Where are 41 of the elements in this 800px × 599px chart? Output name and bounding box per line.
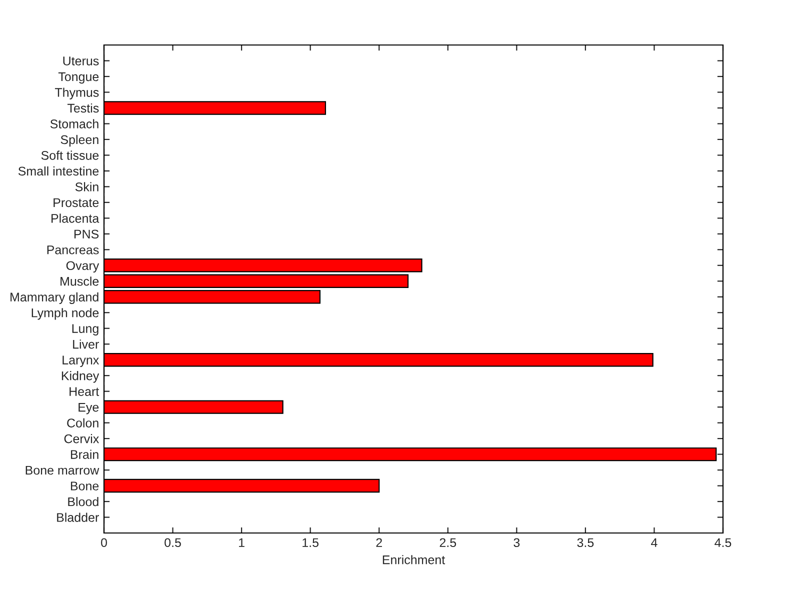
y-tick-label: Prostate xyxy=(54,198,99,208)
y-tick-label: Thymus xyxy=(54,88,99,100)
y-tick-label: Bladder xyxy=(57,512,99,522)
y-tick-label: Bone marrow xyxy=(26,466,100,475)
x-tick-label: 0 xyxy=(101,538,107,548)
y-tick-label: Spleen xyxy=(60,134,98,147)
y-tick-label: Small intestine xyxy=(18,166,99,176)
x-axis-title: Enrichment xyxy=(382,555,446,564)
y-tick-label: Larynx xyxy=(62,356,100,367)
y-tick-label: Pancreas xyxy=(47,246,99,254)
y-tick-label: Mammary gland xyxy=(10,292,98,304)
y-tick-label: Skin xyxy=(75,182,98,192)
x-tick-label: 1.5 xyxy=(302,538,318,548)
y-tick-label: Cervix xyxy=(64,434,100,444)
x-tick-label: 3 xyxy=(514,538,520,548)
x-tick-label: 3.5 xyxy=(577,538,594,548)
y-tick-label: Lymph node xyxy=(32,308,99,320)
x-tick-label: 2.5 xyxy=(440,538,456,548)
y-tick-label: Placenta xyxy=(52,214,100,223)
y-tick-label: PNS xyxy=(74,230,99,239)
y-tick-label: Kidney xyxy=(62,371,100,383)
y-tick-label: Colon xyxy=(67,418,98,428)
y-tick-label: Blood xyxy=(68,496,98,506)
y-tick-label: Eye xyxy=(78,402,99,414)
y-tick-label: Heart xyxy=(70,387,100,396)
y-tick-label: Brain xyxy=(70,450,98,459)
x-tick-label: 2 xyxy=(376,538,382,547)
y-tick-label: Lung xyxy=(72,324,98,336)
x-tick-label: 4.5 xyxy=(714,538,732,548)
x-tick-label: 4 xyxy=(651,538,658,547)
y-tick-label: Soft tissue xyxy=(41,150,99,160)
y-tick-label: Uterus xyxy=(63,56,99,66)
y-tick-label: Stomach xyxy=(50,119,98,128)
x-tick-label: 1 xyxy=(239,538,244,547)
y-tick-label: Tongue xyxy=(58,72,99,84)
x-tick-label: 0.5 xyxy=(164,538,181,548)
y-tick-label: Bone xyxy=(70,482,99,490)
y-tick-label: Ovary xyxy=(66,261,100,273)
y-tick-label: Liver xyxy=(73,340,99,349)
y-tick-label: Testis xyxy=(67,103,99,113)
y-tick-label: Muscle xyxy=(60,276,99,286)
